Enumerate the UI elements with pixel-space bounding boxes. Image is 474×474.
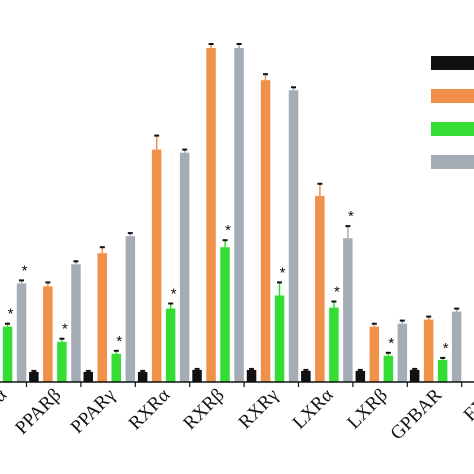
legend-swatch xyxy=(431,122,474,136)
bar-group-2: * xyxy=(83,232,136,382)
bar xyxy=(57,341,67,382)
significance-star: * xyxy=(8,306,14,323)
significance-star: * xyxy=(62,321,68,338)
bar xyxy=(369,326,380,382)
bar xyxy=(192,369,202,382)
bar-group-4: * xyxy=(192,43,244,382)
bar xyxy=(451,311,462,382)
bar-group-8: * xyxy=(409,307,462,382)
legend-swatch xyxy=(431,155,474,169)
bar xyxy=(437,359,448,382)
bar xyxy=(16,283,27,382)
bar xyxy=(220,247,230,382)
bar xyxy=(409,369,420,382)
bar xyxy=(423,319,434,382)
significance-star: * xyxy=(280,264,286,281)
bar xyxy=(111,353,121,382)
bar xyxy=(29,371,39,382)
legend-swatch xyxy=(431,56,474,70)
x-axis-ticks xyxy=(25,382,463,387)
x-tick-labels: PPARα PPARβ PPARγ RXRα RXRβ RXRγ LXRα LXRβGPBAR… xyxy=(0,384,474,444)
bar xyxy=(260,80,271,382)
x-tick-label: LXRα xyxy=(289,385,338,434)
x-tick-label: RXRα xyxy=(125,385,175,435)
bar-group-5: * xyxy=(246,73,299,383)
legend xyxy=(431,56,474,169)
bar xyxy=(315,195,325,382)
bar-group-1: * xyxy=(29,260,81,382)
bar xyxy=(206,48,216,382)
bar xyxy=(125,236,136,382)
bar xyxy=(274,295,285,382)
significance-star: * xyxy=(116,333,122,350)
bar xyxy=(329,307,339,382)
significance-star: * xyxy=(443,340,449,357)
x-tick-label: PPARα xyxy=(0,385,11,439)
bar xyxy=(2,326,13,382)
significance-star: * xyxy=(388,335,394,352)
bar-group-7: * xyxy=(355,319,408,382)
bar xyxy=(383,355,394,382)
bar xyxy=(355,370,366,382)
bar xyxy=(179,152,190,382)
bar xyxy=(97,253,107,382)
x-tick-label: GPBAR xyxy=(387,384,447,444)
bar-group-3: * xyxy=(137,134,190,382)
significance-star: * xyxy=(334,284,340,301)
bar xyxy=(83,371,93,382)
bar xyxy=(343,238,353,382)
bar xyxy=(288,90,299,383)
x-tick-label: RXRγ xyxy=(235,385,283,433)
bar-group-0: ** xyxy=(2,262,28,382)
bar xyxy=(43,286,53,382)
significance-star: * xyxy=(348,208,354,225)
bar-group-6: ** xyxy=(301,182,354,382)
legend-swatch xyxy=(431,89,474,103)
x-tick-label: PPARβ xyxy=(11,385,65,439)
x-tick-label: PPARγ xyxy=(67,385,120,438)
bar xyxy=(71,264,81,382)
bar xyxy=(397,323,408,382)
significance-star: * xyxy=(22,262,28,279)
x-tick-label: FXR xyxy=(460,384,474,425)
x-tick-label: RXRβ xyxy=(179,385,228,434)
x-tick-label: LXRβ xyxy=(343,385,392,434)
bar xyxy=(165,308,176,382)
bar xyxy=(234,48,244,382)
significance-star: * xyxy=(225,222,231,239)
bar xyxy=(246,369,257,382)
bar xyxy=(137,371,148,382)
bar-groups: ********** * xyxy=(2,43,462,383)
significance-star: * xyxy=(171,286,177,303)
bar xyxy=(151,149,162,382)
bar xyxy=(301,370,311,382)
